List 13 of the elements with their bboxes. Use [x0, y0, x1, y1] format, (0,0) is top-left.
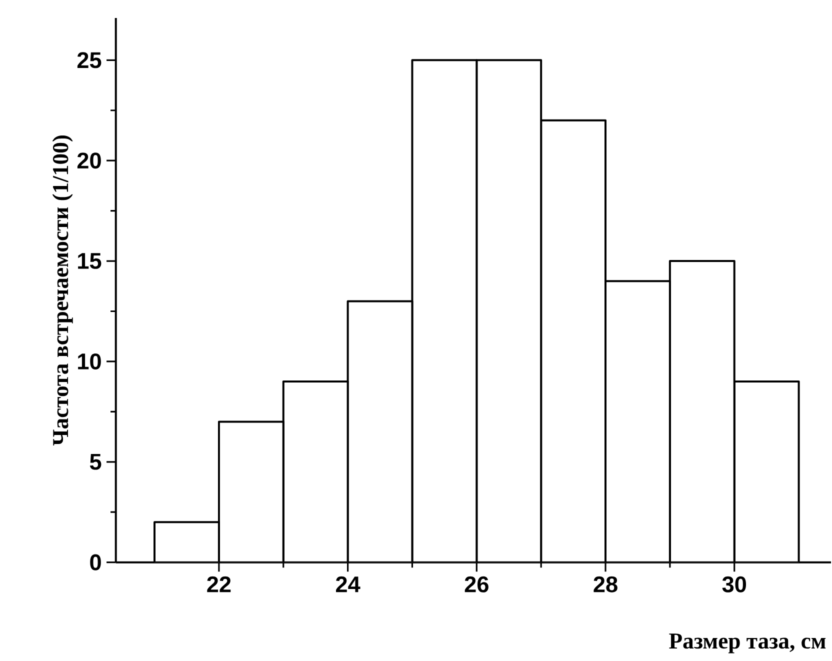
- x-tick-label: 28: [594, 576, 618, 592]
- y-tick-label: 15: [78, 253, 102, 269]
- x-tick-label: 26: [464, 576, 488, 592]
- y-tick-label: 10: [78, 353, 101, 370]
- x-tick-label: 24: [336, 576, 360, 592]
- y-tick-label: 25: [77, 52, 102, 68]
- y-tick-label: 5: [90, 454, 102, 470]
- x-tick-label: 30: [722, 576, 746, 592]
- y-tick-label: 20: [77, 152, 101, 169]
- y-axis-title: Частота встречаемости (1/100): [52, 135, 73, 446]
- x-tick-label: 22: [207, 576, 231, 592]
- y-tick-label: 0: [90, 554, 101, 570]
- x-axis-title: Размер таза, см: [669, 634, 826, 654]
